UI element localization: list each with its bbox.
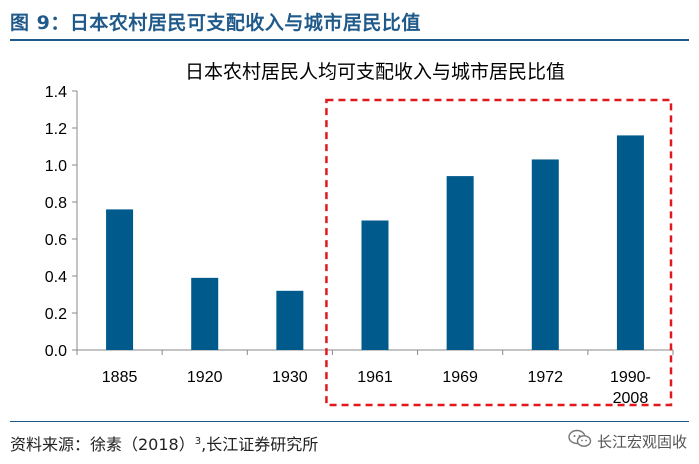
figure-header: 图 9：日本农村居民可支配收入与城市居民比值 (10, 4, 689, 38)
x-tick-label: 1930 (272, 369, 308, 386)
y-tick-label: 0.8 (45, 195, 67, 212)
source-prefix: 资料来源：徐素（2018） (10, 435, 195, 454)
bar-1961 (361, 220, 389, 350)
bar-1990-2008 (616, 135, 644, 350)
bar-1930 (276, 290, 304, 350)
x-tick-label: 1969 (442, 369, 478, 386)
source-superscript: 3 (194, 435, 202, 447)
watermark-text: 长江宏观固收 (596, 432, 687, 451)
y-tick-label: 1.2 (45, 121, 67, 138)
source-suffix: ,长江证券研究所 (201, 435, 319, 454)
y-tick-label: 0.0 (45, 343, 67, 360)
y-tick-label: 1.4 (45, 84, 67, 101)
bar-chart: 日本农村居民人均可支配收入与城市居民比值 0.0 0.2 0.4 0.6 0.8 1.0 1.… (45, 61, 674, 407)
bar-1920 (191, 277, 219, 350)
y-tick-label: 0.4 (45, 269, 67, 286)
chart-title: 日本农村居民人均可支配收入与城市居民比值 (185, 61, 565, 83)
x-tick-label: 1990- (610, 369, 651, 386)
bar-1885 (106, 209, 134, 350)
x-tick-label: 1920 (187, 369, 223, 386)
y-tick-label: 1.0 (45, 158, 67, 175)
x-tick-label: 1885 (102, 369, 138, 386)
bar-1972 (531, 159, 559, 350)
wechat-icon (568, 429, 592, 453)
footer-divider (10, 421, 689, 422)
figure-title: 图 9：日本农村居民可支配收入与城市居民比值 (10, 11, 421, 34)
x-tick-label: 1972 (527, 369, 563, 386)
watermark: 长江宏观固收 (568, 426, 687, 456)
x-tick-label: 1961 (357, 369, 393, 386)
y-tick-label: 0.6 (45, 232, 67, 249)
header-divider (10, 39, 689, 41)
highlight-box (325, 98, 673, 407)
y-tick-label: 0.2 (45, 306, 67, 323)
bar-1969 (446, 176, 474, 350)
source-note: 资料来源：徐素（2018） 3 ,长江证券研究所 (10, 428, 530, 458)
x-tick-label: 2008 (613, 390, 649, 407)
